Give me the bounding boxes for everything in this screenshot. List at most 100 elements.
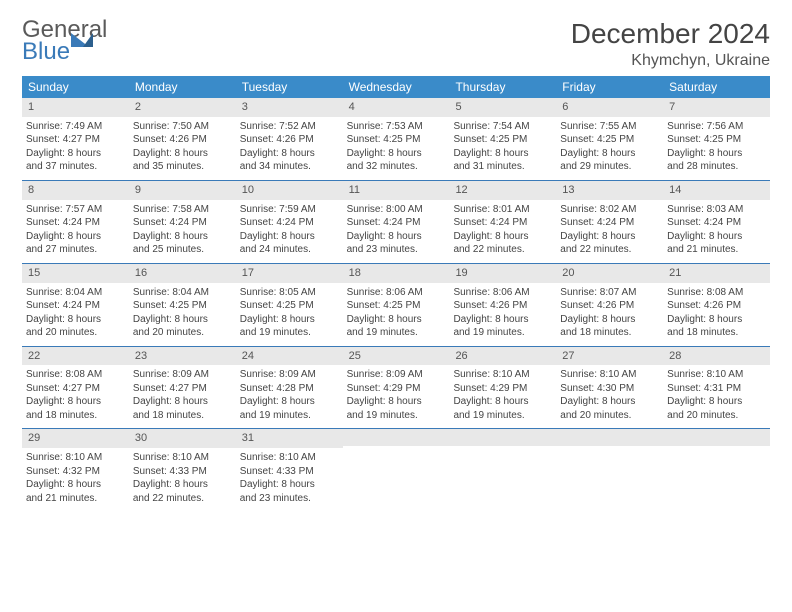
day-sunrise: Sunrise: 8:06 AM: [347, 286, 446, 300]
day-cell: 22Sunrise: 8:08 AMSunset: 4:27 PMDayligh…: [22, 347, 129, 429]
day-sunrise: Sunrise: 8:04 AM: [133, 286, 232, 300]
day-sunset: Sunset: 4:29 PM: [453, 382, 552, 396]
day-day2: and 19 minutes.: [347, 326, 446, 340]
week-row: 22Sunrise: 8:08 AMSunset: 4:27 PMDayligh…: [22, 347, 770, 430]
day-day2: and 25 minutes.: [133, 243, 232, 257]
day-sunrise: Sunrise: 7:54 AM: [453, 120, 552, 134]
day-sunset: Sunset: 4:25 PM: [667, 133, 766, 147]
day-number: 31: [236, 429, 343, 448]
day-sunset: Sunset: 4:33 PM: [240, 465, 339, 479]
day-sunset: Sunset: 4:26 PM: [240, 133, 339, 147]
day-day2: and 20 minutes.: [133, 326, 232, 340]
day-sunset: Sunset: 4:24 PM: [26, 216, 125, 230]
day-number: 29: [22, 429, 129, 448]
day-sunrise: Sunrise: 8:03 AM: [667, 203, 766, 217]
day-day2: and 34 minutes.: [240, 160, 339, 174]
day-sunset: Sunset: 4:25 PM: [347, 299, 446, 313]
day-number: 2: [129, 98, 236, 117]
day-cell-empty: [343, 429, 450, 511]
title-block: December 2024 Khymchyn, Ukraine: [571, 18, 770, 70]
day-sunrise: Sunrise: 7:50 AM: [133, 120, 232, 134]
day-sunset: Sunset: 4:24 PM: [26, 299, 125, 313]
day-number: [449, 429, 556, 446]
day-day1: Daylight: 8 hours: [347, 147, 446, 161]
day-number: 26: [449, 347, 556, 366]
day-number: 20: [556, 264, 663, 283]
day-number: 7: [663, 98, 770, 117]
day-day2: and 28 minutes.: [667, 160, 766, 174]
day-sunrise: Sunrise: 8:07 AM: [560, 286, 659, 300]
day-day1: Daylight: 8 hours: [560, 313, 659, 327]
day-day2: and 29 minutes.: [560, 160, 659, 174]
day-cell: 23Sunrise: 8:09 AMSunset: 4:27 PMDayligh…: [129, 347, 236, 429]
week-row: 8Sunrise: 7:57 AMSunset: 4:24 PMDaylight…: [22, 181, 770, 264]
day-cell-empty: [556, 429, 663, 511]
day-day2: and 22 minutes.: [453, 243, 552, 257]
day-day2: and 23 minutes.: [347, 243, 446, 257]
day-cell: 30Sunrise: 8:10 AMSunset: 4:33 PMDayligh…: [129, 429, 236, 511]
day-day1: Daylight: 8 hours: [453, 395, 552, 409]
day-sunrise: Sunrise: 7:58 AM: [133, 203, 232, 217]
day-sunrise: Sunrise: 8:02 AM: [560, 203, 659, 217]
day-day2: and 27 minutes.: [26, 243, 125, 257]
day-day2: and 22 minutes.: [560, 243, 659, 257]
logo-word2: Blue: [22, 40, 107, 64]
day-number: 11: [343, 181, 450, 200]
day-sunrise: Sunrise: 7:53 AM: [347, 120, 446, 134]
day-day2: and 20 minutes.: [667, 409, 766, 423]
day-number: 22: [22, 347, 129, 366]
day-day1: Daylight: 8 hours: [347, 230, 446, 244]
day-day1: Daylight: 8 hours: [26, 313, 125, 327]
day-sunset: Sunset: 4:33 PM: [133, 465, 232, 479]
logo-text: General Blue: [22, 18, 107, 64]
day-number: 8: [22, 181, 129, 200]
day-sunset: Sunset: 4:26 PM: [667, 299, 766, 313]
day-day2: and 22 minutes.: [133, 492, 232, 506]
day-number: 1: [22, 98, 129, 117]
day-sunset: Sunset: 4:25 PM: [453, 133, 552, 147]
day-day1: Daylight: 8 hours: [26, 147, 125, 161]
day-day1: Daylight: 8 hours: [240, 395, 339, 409]
day-sunset: Sunset: 4:24 PM: [133, 216, 232, 230]
day-header-cell: Friday: [556, 76, 663, 98]
weeks-container: 1Sunrise: 7:49 AMSunset: 4:27 PMDaylight…: [22, 98, 770, 511]
day-day1: Daylight: 8 hours: [240, 478, 339, 492]
day-sunset: Sunset: 4:25 PM: [133, 299, 232, 313]
day-day1: Daylight: 8 hours: [453, 147, 552, 161]
day-sunset: Sunset: 4:24 PM: [667, 216, 766, 230]
week-row: 15Sunrise: 8:04 AMSunset: 4:24 PMDayligh…: [22, 264, 770, 347]
day-number: 21: [663, 264, 770, 283]
day-cell-empty: [663, 429, 770, 511]
day-header-cell: Tuesday: [236, 76, 343, 98]
day-number: 10: [236, 181, 343, 200]
day-sunset: Sunset: 4:29 PM: [347, 382, 446, 396]
day-number: 13: [556, 181, 663, 200]
day-day1: Daylight: 8 hours: [560, 147, 659, 161]
day-day1: Daylight: 8 hours: [133, 230, 232, 244]
day-cell: 16Sunrise: 8:04 AMSunset: 4:25 PMDayligh…: [129, 264, 236, 346]
day-header-row: SundayMondayTuesdayWednesdayThursdayFrid…: [22, 76, 770, 98]
day-cell: 13Sunrise: 8:02 AMSunset: 4:24 PMDayligh…: [556, 181, 663, 263]
day-sunrise: Sunrise: 8:10 AM: [240, 451, 339, 465]
day-sunrise: Sunrise: 8:08 AM: [26, 368, 125, 382]
day-number: 27: [556, 347, 663, 366]
day-cell: 25Sunrise: 8:09 AMSunset: 4:29 PMDayligh…: [343, 347, 450, 429]
day-day1: Daylight: 8 hours: [240, 230, 339, 244]
day-day2: and 23 minutes.: [240, 492, 339, 506]
logo-triangle2-icon: [83, 33, 93, 47]
day-number: 24: [236, 347, 343, 366]
day-header-cell: Monday: [129, 76, 236, 98]
day-sunrise: Sunrise: 7:55 AM: [560, 120, 659, 134]
day-day2: and 21 minutes.: [26, 492, 125, 506]
day-day1: Daylight: 8 hours: [560, 395, 659, 409]
day-number: 17: [236, 264, 343, 283]
week-row: 29Sunrise: 8:10 AMSunset: 4:32 PMDayligh…: [22, 429, 770, 511]
calendar: SundayMondayTuesdayWednesdayThursdayFrid…: [22, 76, 770, 511]
day-day1: Daylight: 8 hours: [453, 230, 552, 244]
day-cell: 29Sunrise: 8:10 AMSunset: 4:32 PMDayligh…: [22, 429, 129, 511]
day-day2: and 19 minutes.: [347, 409, 446, 423]
day-day1: Daylight: 8 hours: [667, 313, 766, 327]
day-sunrise: Sunrise: 8:10 AM: [26, 451, 125, 465]
day-day1: Daylight: 8 hours: [667, 395, 766, 409]
day-day1: Daylight: 8 hours: [667, 147, 766, 161]
